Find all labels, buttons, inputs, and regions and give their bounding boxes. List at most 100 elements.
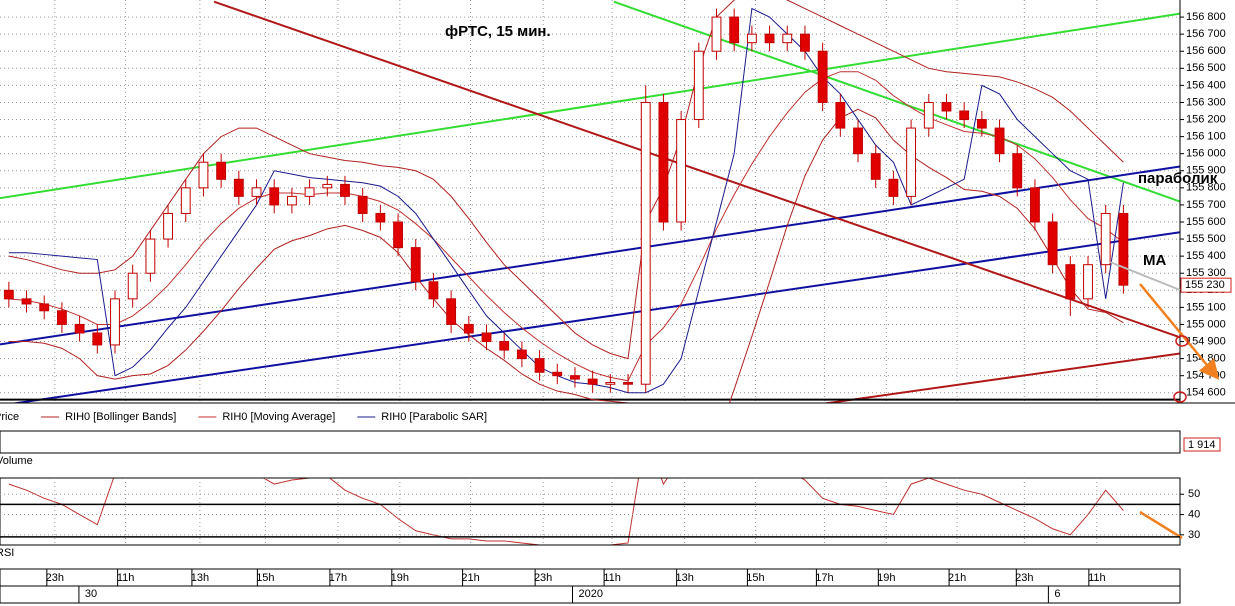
candle-body [110,298,120,346]
x-tick-label: 17h [329,572,347,584]
date-label: 30 [85,588,97,600]
y-tick-label: 155 400 [1186,250,1226,262]
x-tick-label: 23h [534,572,552,584]
x-tick-label: 13h [191,572,209,584]
candle-body [1012,153,1023,189]
candle-body [74,323,85,334]
panel-label: RSI [0,547,14,559]
x-tick-label: 13h [675,572,693,584]
candle-body [534,358,545,373]
candle-body [145,238,156,274]
y-tick-label: 155 700 [1186,199,1226,211]
rsi-plot [8,478,1124,545]
candle-body [1118,212,1129,286]
candle-body [994,127,1005,155]
x-tick-label: 11h [1088,572,1106,584]
candle-body [782,33,793,44]
candle-body [428,281,439,300]
x-tick-label: 21h [461,572,479,584]
volume-last-label: 1 914 [1188,439,1216,451]
y-tick-label: 156 000 [1186,148,1226,160]
candle-body [587,378,598,385]
last-price-label: 155 230 [1185,279,1225,291]
x-tick-label: 17h [815,572,833,584]
candle-body [959,110,970,121]
candle-body [463,323,474,334]
x-tick-label: 19h [877,572,895,584]
trend-line [0,12,1180,200]
y-tick-label: 156 200 [1186,113,1226,125]
candle-body [817,50,828,103]
candle-body [233,178,244,197]
x-tick-label: 11h [117,572,135,584]
candle-body [269,187,280,206]
panel-label: Volume [0,455,33,467]
x-tick-label: 15h [746,572,764,584]
ma-extension [1109,261,1181,291]
y-tick-label: 156 300 [1186,96,1226,108]
bollinger-upper [8,0,1124,360]
y-tick-label: 155 800 [1186,182,1226,194]
candle-body [640,101,651,385]
volume-last-box [1183,437,1221,452]
candle-body [1083,264,1093,300]
candle-body [56,310,67,325]
candle-body [286,195,297,206]
legend-label: Price [0,411,19,423]
rsi-panel [0,477,1181,546]
moving-average [8,71,1124,382]
candle-body [92,332,103,346]
y-tick-label: 155 600 [1186,216,1226,228]
candle-body [906,127,917,197]
last-price-box [1180,277,1232,293]
candle-body [658,101,669,223]
candle-body [764,33,775,44]
candle-body [216,161,227,180]
bollinger-lower [8,108,1124,403]
candle-body [693,50,704,121]
y-tick-label: 154 600 [1186,387,1226,399]
y-tick-label: 155 500 [1186,233,1226,245]
candle-body [304,187,315,197]
candle-body [180,187,191,214]
candle-body [3,289,14,300]
annotation: MA [1143,252,1166,269]
candle-body [941,101,952,112]
candle-body [446,298,457,325]
candle-body [1065,264,1076,300]
x-tick-label: 21h [948,572,966,584]
annotation: параболик [1138,170,1218,187]
candle-body [410,247,421,283]
y-tick-label: 154 700 [1186,370,1226,382]
candle-body [21,298,32,305]
candle-body [1100,212,1111,266]
trend-line [0,165,1180,346]
trend-line [821,352,1180,403]
candle-body [623,382,633,385]
candle-body [375,212,386,223]
y-tick-label: 155 000 [1186,318,1226,330]
candle-body [746,33,757,44]
marker-circle [1173,391,1187,403]
candle-body [888,178,899,197]
y-tick-label: 156 600 [1186,45,1226,57]
candle-body [251,187,262,197]
candle-body [481,332,492,343]
candle-body [340,183,350,197]
trend-line [613,0,1180,203]
candle-body [853,127,863,155]
rsi-tick-label: 40 [1188,508,1200,520]
x-tick-label: 23h [1015,572,1033,584]
legend-label: RIH0 [Bollinger Bands] [65,411,176,423]
candle-body [835,101,846,129]
candle-body [127,272,138,300]
candle-body [870,153,881,180]
marker-circle [1175,335,1189,347]
candle-body [163,212,173,240]
candle-body [676,119,687,223]
candle-body [1030,187,1040,223]
candle-body [605,382,616,385]
candle-body [1047,221,1058,266]
